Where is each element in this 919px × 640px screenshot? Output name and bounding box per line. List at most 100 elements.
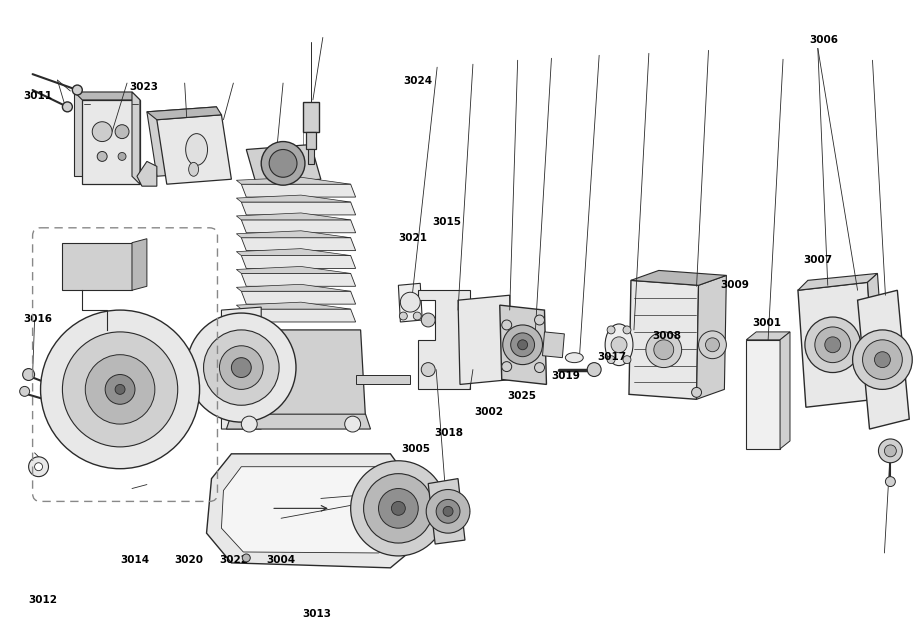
Circle shape: [232, 358, 251, 378]
Text: 3020: 3020: [175, 555, 203, 565]
Text: 3011: 3011: [23, 91, 51, 101]
Circle shape: [62, 332, 177, 447]
Text: 3001: 3001: [752, 318, 781, 328]
Circle shape: [653, 340, 673, 360]
Circle shape: [622, 356, 630, 364]
Polygon shape: [236, 231, 350, 237]
Polygon shape: [236, 302, 350, 309]
Text: 3022: 3022: [220, 555, 248, 565]
Text: 3002: 3002: [474, 407, 503, 417]
Circle shape: [85, 355, 154, 424]
Polygon shape: [74, 92, 140, 100]
Circle shape: [97, 152, 107, 161]
Circle shape: [105, 374, 135, 404]
Circle shape: [425, 490, 470, 533]
Polygon shape: [542, 332, 563, 358]
Circle shape: [350, 461, 446, 556]
Circle shape: [436, 499, 460, 524]
Circle shape: [534, 315, 544, 325]
Polygon shape: [241, 309, 356, 322]
Circle shape: [399, 312, 407, 320]
Circle shape: [878, 439, 902, 463]
Ellipse shape: [565, 353, 583, 363]
Polygon shape: [458, 295, 511, 385]
Circle shape: [607, 356, 615, 364]
Polygon shape: [147, 107, 221, 120]
Text: 3015: 3015: [432, 218, 461, 227]
Polygon shape: [499, 305, 546, 385]
Polygon shape: [867, 273, 884, 399]
Polygon shape: [241, 291, 356, 304]
Text: 3024: 3024: [403, 76, 432, 86]
Ellipse shape: [605, 324, 632, 365]
Circle shape: [261, 141, 304, 185]
Circle shape: [645, 332, 681, 367]
Circle shape: [400, 292, 420, 312]
Circle shape: [884, 477, 894, 486]
Circle shape: [517, 340, 527, 349]
Circle shape: [118, 152, 126, 161]
Polygon shape: [236, 330, 365, 419]
Polygon shape: [356, 374, 410, 385]
Circle shape: [443, 506, 452, 516]
Text: 3012: 3012: [28, 595, 57, 605]
Circle shape: [814, 327, 850, 363]
Polygon shape: [226, 414, 370, 429]
Circle shape: [92, 122, 112, 141]
Polygon shape: [745, 332, 789, 340]
Bar: [302, 102, 319, 132]
Text: 3004: 3004: [266, 555, 295, 565]
Circle shape: [413, 312, 421, 320]
Polygon shape: [236, 284, 350, 291]
Polygon shape: [236, 195, 350, 202]
Bar: [306, 132, 315, 150]
Circle shape: [28, 457, 49, 477]
Circle shape: [378, 488, 418, 528]
Circle shape: [622, 326, 630, 334]
Text: 3005: 3005: [401, 444, 430, 454]
Circle shape: [421, 363, 435, 376]
Text: 3023: 3023: [129, 82, 158, 92]
Polygon shape: [241, 237, 356, 251]
Circle shape: [19, 387, 29, 396]
Circle shape: [23, 369, 35, 380]
Polygon shape: [236, 213, 350, 220]
Circle shape: [241, 416, 257, 432]
Ellipse shape: [188, 163, 199, 176]
Text: 3014: 3014: [119, 555, 149, 565]
Text: 3025: 3025: [507, 391, 536, 401]
Circle shape: [698, 331, 726, 358]
Circle shape: [607, 326, 615, 334]
Polygon shape: [156, 115, 232, 184]
Circle shape: [501, 320, 511, 330]
Polygon shape: [62, 243, 131, 291]
Polygon shape: [241, 255, 356, 268]
Circle shape: [35, 463, 42, 470]
Circle shape: [610, 337, 627, 353]
Polygon shape: [241, 220, 356, 233]
Text: 3007: 3007: [802, 255, 831, 265]
Polygon shape: [82, 100, 140, 184]
Polygon shape: [797, 273, 877, 291]
Circle shape: [363, 474, 433, 543]
Circle shape: [345, 416, 360, 432]
Polygon shape: [779, 332, 789, 449]
Polygon shape: [131, 239, 147, 291]
Polygon shape: [241, 184, 356, 197]
Polygon shape: [241, 273, 356, 286]
Circle shape: [203, 330, 278, 405]
Polygon shape: [147, 107, 226, 176]
Text: 3008: 3008: [652, 331, 680, 341]
Polygon shape: [418, 291, 470, 389]
Circle shape: [852, 330, 912, 389]
Ellipse shape: [186, 134, 208, 165]
Polygon shape: [236, 177, 350, 184]
Circle shape: [40, 310, 199, 468]
Polygon shape: [246, 145, 321, 184]
Polygon shape: [241, 202, 356, 215]
Polygon shape: [696, 275, 726, 399]
Text: 3006: 3006: [809, 35, 837, 45]
Circle shape: [705, 338, 719, 352]
Text: 3016: 3016: [23, 314, 51, 324]
Circle shape: [73, 85, 82, 95]
